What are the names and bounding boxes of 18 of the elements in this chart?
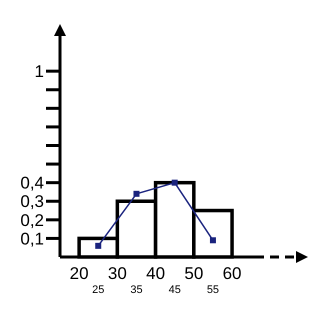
text: 45 [168, 284, 181, 296]
x-tick-label: 50 [184, 264, 204, 283]
text: 25 [92, 284, 104, 296]
x-tick-label: 40 [146, 264, 166, 283]
y-tick-label: 0,1 [20, 229, 44, 248]
point [95, 242, 102, 249]
x-tick-label: 20 [70, 264, 89, 283]
y-tick-label: 0,3 [20, 192, 44, 212]
point [172, 180, 178, 186]
y-tick-label: 0,4 [20, 174, 44, 193]
y-tick-label: 0,2 [20, 210, 44, 230]
y-tick-label: 1 [34, 62, 44, 82]
text: 55 [206, 284, 220, 296]
x-tick-label: 30 [108, 264, 127, 283]
point [133, 190, 140, 197]
x-tick-label: 60 [222, 264, 242, 283]
point [210, 237, 216, 244]
text: 35 [130, 284, 143, 296]
